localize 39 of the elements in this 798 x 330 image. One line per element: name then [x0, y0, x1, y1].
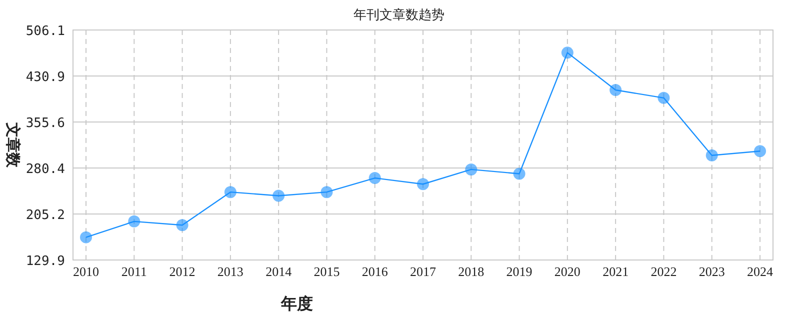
point	[513, 168, 526, 180]
x-tick-label: 2021	[602, 264, 629, 279]
x-tick-label: 2013	[217, 264, 244, 279]
x-tick-label: 2010	[73, 264, 99, 279]
point	[706, 149, 718, 162]
y-tick-label: 129.9	[26, 254, 65, 269]
x-tick-label: 2016	[362, 264, 388, 279]
point	[754, 145, 766, 158]
point	[610, 84, 622, 96]
point	[561, 46, 574, 59]
point	[272, 190, 285, 202]
y-tick-label: 430.9	[26, 70, 65, 85]
x-tick-label: 2020	[554, 264, 580, 279]
x-tick-label: 2024	[747, 264, 774, 279]
point	[80, 231, 92, 244]
x-tick-label: 2012	[169, 264, 196, 279]
point	[224, 186, 236, 198]
y-tick-label: 506.1	[26, 24, 65, 39]
y-tick-label: 280.4	[26, 162, 66, 177]
x-tick-label: 2014	[266, 264, 292, 279]
y-tick-label: 355.6	[26, 116, 65, 132]
point	[128, 215, 140, 228]
point	[368, 172, 381, 184]
x-tick-label: 2023	[698, 264, 725, 279]
point	[465, 163, 478, 176]
x-axis-title: 年度	[280, 294, 313, 313]
x-tick-label: 2011	[121, 264, 147, 279]
x-tick-label: 2018	[458, 264, 484, 279]
x-tick-label: 2019	[506, 264, 532, 279]
point	[417, 178, 429, 190]
y-axis-title: 文章数	[4, 122, 22, 168]
x-tick-label: 2017	[410, 264, 436, 279]
point	[658, 92, 670, 104]
point	[176, 219, 188, 232]
chart-title: 年刊文章数趋势	[354, 7, 444, 22]
x-tick-label: 2022	[650, 264, 677, 279]
y-tick-label: 205.2	[26, 208, 65, 223]
point	[320, 186, 333, 198]
x-tick-label: 2015	[314, 264, 340, 279]
